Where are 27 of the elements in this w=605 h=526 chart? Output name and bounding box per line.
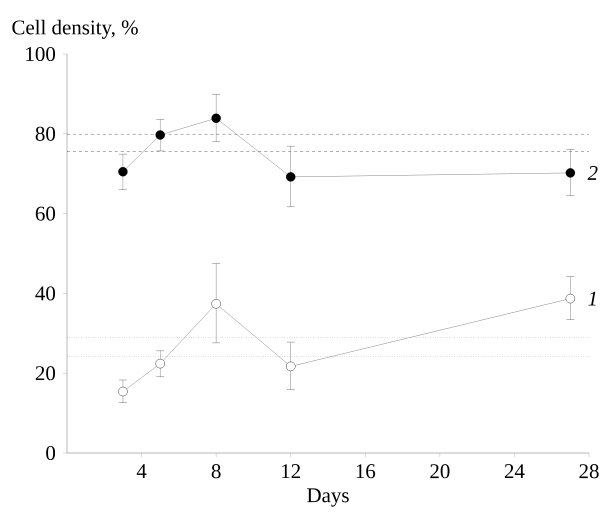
x-tick-label: 8 [212,464,221,478]
x-tick-label: 4 [136,464,146,478]
point [566,168,576,178]
series-label: 2 [588,166,598,180]
point [118,386,128,396]
x-tick-label: 20 [430,464,450,478]
point [211,299,221,308]
point [118,167,128,176]
y-tick-label: 40 [35,286,56,300]
point [211,114,221,123]
x-tick-label: 24 [504,464,525,478]
point [286,172,296,182]
x-axis-title: Days [307,488,349,507]
point [566,294,576,304]
y-axis-title: Cell density, % [12,20,138,39]
series-label: 1 [588,292,596,306]
y-tick-label: 60 [36,206,56,221]
x-tick-label: 16 [356,464,376,478]
point [156,358,165,368]
y-tick-label: 0 [46,446,56,460]
y-tick-label: 100 [26,46,56,62]
point [286,362,296,372]
point [156,130,165,140]
y-tick-label: 20 [36,366,56,380]
y-tick-label: 80 [36,126,56,141]
x-tick-label: 28 [579,464,599,478]
x-tick-label: 12 [282,464,300,478]
